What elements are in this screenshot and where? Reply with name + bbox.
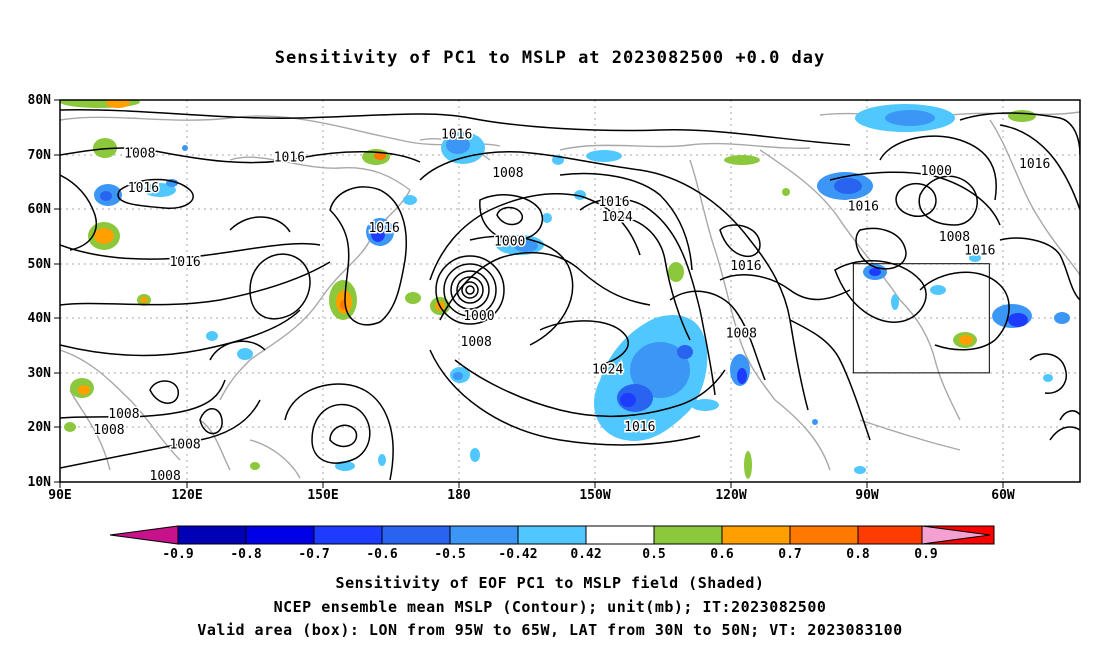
contour-label: 1016 bbox=[730, 259, 761, 274]
map-frame bbox=[59, 99, 1081, 483]
contour-label: 1016 bbox=[169, 255, 200, 270]
colorbar-label: 0.7 bbox=[778, 547, 801, 562]
colorbar-swatch bbox=[381, 525, 451, 545]
colorbar-swatch bbox=[721, 525, 791, 545]
contour-label: 1008 bbox=[108, 407, 139, 422]
lat-label: 50N bbox=[28, 257, 52, 272]
caption-line-3: Valid area (box): LON from 95W to 65W, L… bbox=[197, 621, 903, 639]
colorbar-swatch bbox=[177, 525, 247, 545]
contour-label: 1016 bbox=[441, 127, 472, 142]
lon-label: 120W bbox=[715, 488, 746, 500]
contour-labels: 1016100810161016100810161024101610001016… bbox=[92, 126, 1052, 486]
contour-label: 1000 bbox=[921, 164, 952, 179]
contour-label: 1008 bbox=[492, 166, 523, 181]
contour-label: 1016 bbox=[274, 150, 305, 165]
contour-label: 1000 bbox=[494, 234, 525, 249]
lat-label: 80N bbox=[28, 93, 52, 108]
colorbar-label: -0.8 bbox=[230, 547, 261, 562]
contour-label: 1000 bbox=[463, 309, 494, 324]
colorbar-label: 0.8 bbox=[846, 547, 870, 562]
lon-label: 120E bbox=[171, 488, 202, 500]
colorbar-label: 0.42 bbox=[570, 547, 601, 562]
mslp-contours bbox=[60, 109, 1080, 481]
contour-label: 1016 bbox=[1019, 157, 1050, 172]
caption-line-1: Sensitivity of EOF PC1 to MSLP field (Sh… bbox=[335, 574, 765, 592]
lat-label: 70N bbox=[28, 148, 52, 163]
longitude-labels: 90E 120E 150E 180 150W 120W 90W 60W bbox=[48, 488, 1015, 500]
lat-label: 10N bbox=[28, 475, 52, 490]
colorbar-label: -0.5 bbox=[434, 547, 465, 562]
colorbar-label: 0.9 bbox=[914, 547, 937, 562]
contour-label: 1016 bbox=[964, 244, 995, 259]
lat-lon-grid bbox=[60, 100, 1080, 482]
contour-label: 1016 bbox=[848, 199, 879, 214]
colorbar-label: 0.6 bbox=[710, 547, 734, 562]
lon-label: 60W bbox=[991, 488, 1015, 500]
map-title: Sensitivity of PC1 to MSLP at 2023082500… bbox=[274, 48, 826, 68]
contour-label: 1008 bbox=[461, 335, 492, 350]
colorbar-high-arrow bbox=[921, 525, 991, 545]
lon-label: 90W bbox=[855, 488, 879, 500]
lat-label: 60N bbox=[28, 202, 52, 217]
colorbar-label: -0.7 bbox=[298, 547, 329, 562]
contour-label: 1008 bbox=[93, 423, 124, 438]
contour-label: 1024 bbox=[592, 363, 623, 378]
lon-label: 90E bbox=[48, 488, 71, 500]
colorbar-swatch bbox=[857, 525, 927, 545]
contour-label: 1008 bbox=[169, 437, 200, 452]
latitude-labels: 80N 70N 60N 50N 40N 30N 20N 10N bbox=[28, 93, 52, 490]
contour-label: 1008 bbox=[726, 327, 757, 342]
contour-label: 1008 bbox=[150, 469, 181, 484]
contour-label: 1016 bbox=[624, 420, 655, 435]
colorbar-swatch bbox=[517, 525, 587, 545]
colorbar-low-arrow bbox=[109, 525, 179, 545]
lat-label: 20N bbox=[28, 420, 52, 435]
colorbar-swatch bbox=[789, 525, 859, 545]
contour-label: 1008 bbox=[124, 146, 155, 161]
colorbar-swatch bbox=[245, 525, 315, 545]
valid-area-box bbox=[852, 263, 990, 374]
lon-label: 180 bbox=[447, 488, 471, 500]
colorbar: -0.9 -0.8 -0.7 -0.6 -0.5 -0.42 0.42 0.5 0.6 0.7 0.… bbox=[109, 525, 995, 562]
lat-label: 30N bbox=[28, 366, 52, 381]
lon-label: 150E bbox=[307, 488, 338, 500]
contour-label: 1016 bbox=[368, 221, 399, 236]
colorbar-label: -0.9 bbox=[162, 547, 193, 562]
colorbar-swatch bbox=[585, 525, 655, 545]
contour-label: 1016 bbox=[128, 181, 159, 196]
caption-line-2: NCEP ensemble mean MSLP (Contour); unit(… bbox=[273, 598, 827, 616]
colorbar-swatch bbox=[653, 525, 723, 545]
sensitivity-map: 1016100810161016100810161024101610001016… bbox=[28, 93, 1081, 500]
contour-label: 1024 bbox=[601, 210, 632, 225]
lat-label: 40N bbox=[28, 311, 52, 326]
colorbar-swatch bbox=[313, 525, 383, 545]
contour-label: 1008 bbox=[939, 230, 970, 245]
lon-label: 150W bbox=[579, 488, 610, 500]
colorbar-label: 0.5 bbox=[642, 547, 665, 562]
colorbar-swatch bbox=[449, 525, 519, 545]
colorbar-label: -0.42 bbox=[498, 547, 537, 562]
contour-label: 1016 bbox=[598, 195, 629, 210]
colorbar-label: -0.6 bbox=[366, 547, 397, 562]
